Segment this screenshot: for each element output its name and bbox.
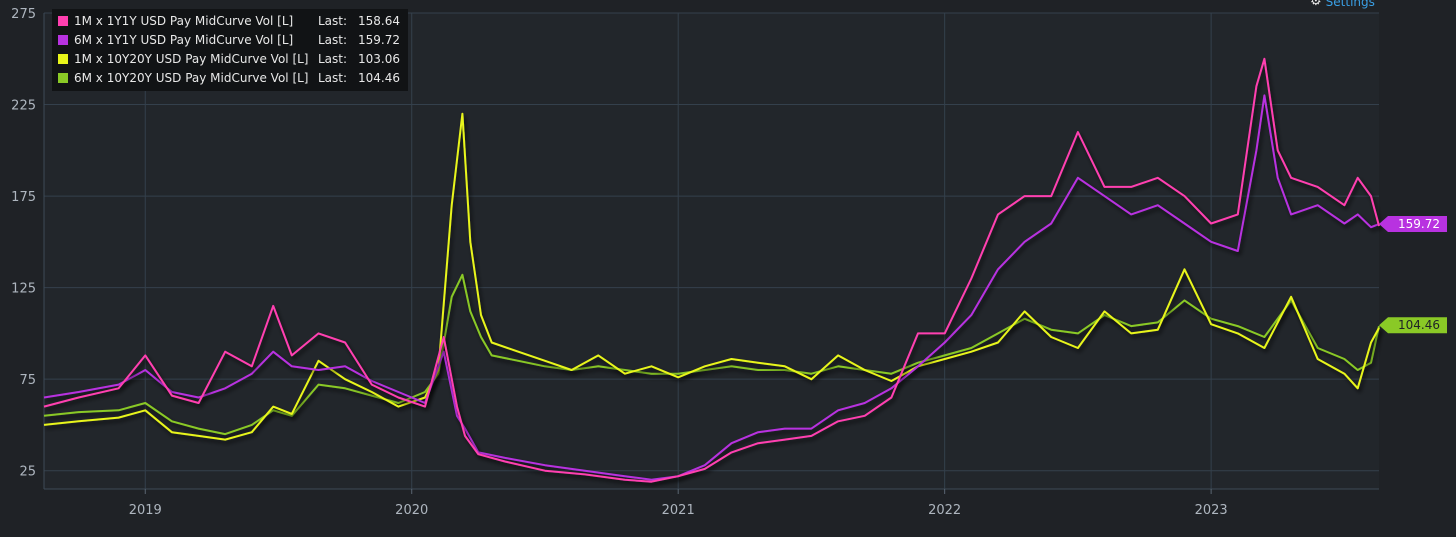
legend-last-value: 159.72	[358, 32, 400, 47]
legend-last-label: Last:	[318, 32, 348, 47]
x-tick-label: 2020	[395, 503, 428, 518]
legend-swatch	[58, 53, 68, 64]
last-value-tag-label: 104.46	[1398, 318, 1440, 332]
settings-button[interactable]: ⚙ Settings	[1310, 0, 1375, 9]
last-value-tag-label: 159.72	[1398, 217, 1440, 231]
x-tick-label: 2023	[1195, 503, 1228, 518]
y-tick-label: 175	[11, 190, 36, 205]
legend-series-name: 6M x 1Y1Y USD Pay MidCurve Vol [L]	[74, 32, 294, 47]
grid-lines	[43, 12, 1379, 490]
x-axis: 2019 2020 2021 2022 2023	[129, 489, 1228, 518]
legend-series-name: 1M x 1Y1Y USD Pay MidCurve Vol [L]	[74, 13, 294, 28]
legend: 1M x 1Y1Y USD Pay MidCurve Vol [L] Last:…	[52, 9, 408, 91]
series-line	[43, 94, 1380, 481]
series-layer	[43, 57, 1380, 483]
legend-last-label: Last:	[318, 13, 348, 28]
legend-swatch	[58, 72, 68, 83]
legend-series-name: 6M x 10Y20Y USD Pay MidCurve Vol [L]	[74, 70, 309, 85]
legend-series-name: 1M x 10Y20Y USD Pay MidCurve Vol [L]	[74, 51, 309, 66]
last-value-tag: 104.46	[1379, 317, 1447, 334]
legend-item[interactable]: 6M x 1Y1Y USD Pay MidCurve Vol [L] Last:…	[58, 30, 402, 49]
last-value-tags: 159.72 104.46	[1379, 216, 1447, 334]
legend-item[interactable]: 6M x 10Y20Y USD Pay MidCurve Vol [L] Las…	[58, 68, 402, 87]
legend-item[interactable]: 1M x 1Y1Y USD Pay MidCurve Vol [L] Last:…	[58, 11, 402, 30]
y-tick-label: 225	[11, 99, 36, 114]
gear-icon: ⚙	[1310, 0, 1322, 9]
settings-label: Settings	[1325, 0, 1375, 9]
legend-last-value: 103.06	[358, 51, 400, 66]
series-line	[43, 112, 1380, 441]
legend-last-label: Last:	[318, 51, 348, 66]
series-line	[43, 57, 1380, 483]
legend-last-value: 104.46	[358, 70, 400, 85]
legend-last-label: Last:	[318, 70, 348, 85]
y-tick-label: 275	[11, 7, 36, 22]
y-tick-label: 125	[11, 282, 36, 297]
last-value-tag: 159.72	[1379, 216, 1447, 233]
x-tick-label: 2021	[662, 503, 695, 518]
y-tick-label: 25	[19, 465, 36, 480]
legend-swatch	[58, 15, 68, 26]
last-value-tag-shape	[1379, 216, 1447, 233]
x-tick-label: 2022	[928, 503, 961, 518]
legend-swatch	[58, 34, 68, 45]
y-axis: 25 75 125 175 225 275	[11, 7, 36, 480]
plot-background	[44, 13, 1379, 489]
legend-item[interactable]: 1M x 10Y20Y USD Pay MidCurve Vol [L] Las…	[58, 49, 402, 68]
legend-last-value: 158.64	[358, 13, 400, 28]
y-tick-label: 75	[19, 373, 36, 388]
x-tick-label: 2019	[129, 503, 162, 518]
last-value-tag-shape	[1379, 317, 1447, 334]
